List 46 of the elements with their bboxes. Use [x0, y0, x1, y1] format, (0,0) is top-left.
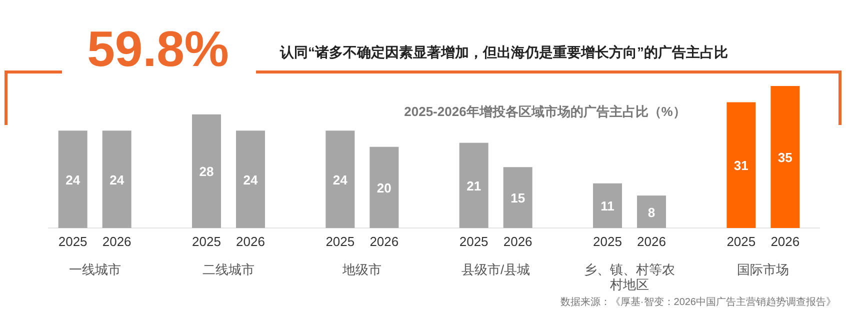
data-label: 24 [110, 172, 125, 188]
bar [326, 130, 355, 228]
bar [770, 86, 800, 228]
data-label: 31 [734, 158, 748, 174]
text: 2025 [192, 234, 221, 249]
bar [503, 167, 532, 228]
data-label: 11 [600, 198, 614, 214]
text: 2026 [770, 234, 800, 249]
text: 2025 [459, 234, 488, 249]
text: 2025 [593, 234, 622, 249]
text: 59.8% [87, 21, 229, 77]
x-tick-label: 二线城市 [202, 262, 254, 277]
data-label: 24 [332, 172, 348, 188]
x-tick-label: 一线城市 [68, 262, 121, 277]
data-label: 24 [66, 172, 81, 188]
bar [102, 130, 132, 228]
bar [192, 114, 221, 228]
x-tick-label: 地级市 [342, 262, 382, 277]
bar [593, 183, 622, 228]
bar [58, 130, 88, 228]
source-note: 数据来源：《厚基·智变：2026中国广告主营销趋势调查报告》 [560, 296, 836, 308]
data-label: 21 [466, 178, 482, 194]
data-label: 20 [376, 180, 392, 196]
x-tick-label: 县级市/县城 [462, 262, 530, 277]
bar [459, 142, 488, 228]
x-tick-label: 国际市场 [737, 262, 790, 277]
text: 2026 [637, 234, 666, 249]
text: 2026 [503, 234, 532, 249]
data-label: 28 [199, 164, 214, 180]
data-label: 24 [243, 172, 258, 188]
bar [236, 130, 265, 228]
bar [370, 146, 399, 228]
text: 2025 [326, 234, 355, 249]
data-label: 35 [778, 150, 792, 165]
data-label: 8 [648, 204, 656, 220]
text: 2025 [726, 234, 756, 249]
bar [726, 102, 756, 228]
text: 2025-2026年增投各区域市场的广告主占比（%） [404, 104, 686, 119]
x-tick-label: 乡、镇、村等农村地区 [584, 262, 675, 292]
text: 认同“诸多不确定因素显著增加，但出海仍是重要增长方向”的广告主占比 [279, 44, 728, 60]
series-label: 2025 [58, 234, 88, 249]
text: 2026 [370, 234, 399, 249]
series-label: 2026 [102, 234, 132, 249]
text: 2026 [236, 234, 265, 249]
bar [637, 196, 666, 228]
data-label: 15 [510, 190, 526, 206]
